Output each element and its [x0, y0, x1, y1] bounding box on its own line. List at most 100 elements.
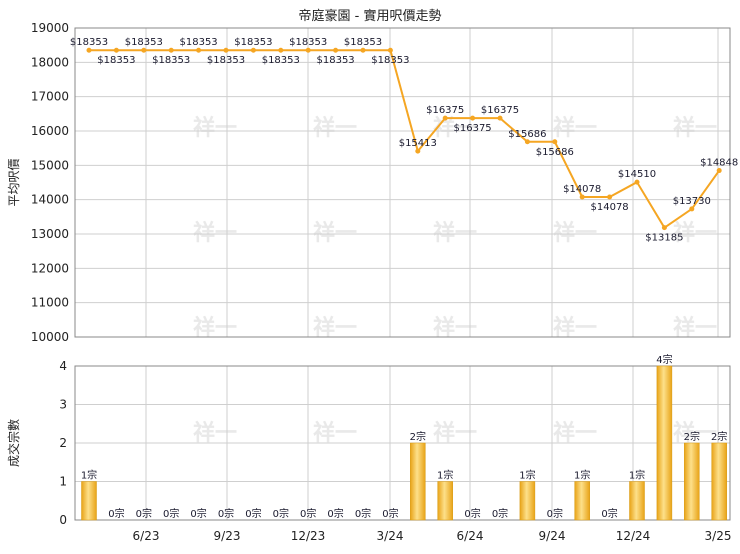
- volume-data-label: 1宗: [519, 469, 535, 482]
- price-panel-frame: [74, 27, 731, 338]
- watermark: 祥一: [313, 220, 357, 246]
- price-data-label: $13185: [645, 233, 683, 244]
- volume-data-label: 0宗: [300, 507, 316, 520]
- volume-data-label: 0宗: [355, 507, 371, 520]
- volume-data-label: 0宗: [163, 507, 179, 520]
- volume-data-label: 0宗: [136, 507, 152, 520]
- price-point: [168, 47, 174, 53]
- price-data-label: $18353: [97, 55, 135, 66]
- price-point: [86, 47, 92, 53]
- volume-data-label: 0宗: [108, 507, 124, 520]
- volume-data-label: 2宗: [684, 430, 700, 443]
- price-data-label: $14078: [563, 184, 601, 195]
- price-data-label: $18353: [234, 37, 272, 48]
- volume-data-label: 0宗: [382, 507, 398, 520]
- y-tick-label: 11000: [31, 296, 69, 310]
- y-tick-label: 3: [59, 398, 67, 412]
- volume-data-label: 0宗: [218, 507, 234, 520]
- volume-bar: [519, 481, 536, 521]
- price-point: [497, 115, 503, 121]
- y-axis-title-volume: 成交宗數: [6, 419, 21, 467]
- volume-data-label: 1宗: [437, 469, 453, 482]
- y-tick-label: 17000: [31, 90, 69, 104]
- x-tick-label: 12/23: [291, 529, 326, 543]
- volume-data-label: 0宗: [245, 507, 261, 520]
- price-point: [305, 47, 311, 53]
- price-point: [442, 115, 448, 121]
- price-data-label: $16375: [481, 105, 519, 116]
- price-data-label: $18353: [344, 37, 382, 48]
- volume-bar: [410, 442, 426, 521]
- watermark: 祥一: [193, 220, 237, 246]
- x-tick-label: 3/24: [377, 529, 404, 543]
- price-point: [141, 47, 147, 53]
- price-point: [552, 139, 558, 145]
- price-point: [333, 47, 339, 53]
- volume-data-label: 4宗: [656, 353, 672, 366]
- y-tick-label: 12000: [31, 261, 69, 275]
- price-point: [607, 194, 613, 200]
- price-data-label: $18353: [207, 55, 245, 66]
- y-tick-label: 14000: [31, 193, 69, 207]
- price-data-label: $15413: [399, 138, 437, 149]
- price-line: [89, 49, 721, 230]
- price-data-label: $15686: [536, 147, 574, 158]
- watermark: 祥一: [553, 220, 597, 246]
- price-point: [223, 47, 229, 53]
- watermark: 祥一: [313, 115, 357, 141]
- volume-data-label: 1宗: [629, 469, 645, 482]
- y-tick-label: 1: [59, 475, 67, 489]
- volume-bar: [437, 481, 453, 521]
- price-point: [524, 139, 530, 145]
- price-point: [196, 47, 202, 53]
- y-tick-label: 0: [59, 513, 67, 527]
- volume-panel-frame: [74, 365, 731, 521]
- price-point: [387, 47, 393, 53]
- y-tick-label: 18000: [31, 55, 69, 69]
- price-data-label: $18353: [70, 37, 108, 48]
- volume-data-label: 1宗: [574, 469, 590, 482]
- volume-data-label: 0宗: [464, 507, 480, 520]
- watermark: 祥一: [553, 115, 597, 141]
- price-data-label: $15686: [508, 129, 546, 140]
- volume-data-label: 2宗: [711, 430, 727, 443]
- watermark: 祥一: [673, 220, 717, 246]
- price-data-label: $18353: [125, 37, 163, 48]
- x-tick-label: 9/23: [214, 529, 241, 543]
- price-data-label: $18353: [289, 37, 327, 48]
- watermark: 祥一: [193, 420, 237, 446]
- volume-data-label: 0宗: [547, 507, 563, 520]
- price-data-label: $14848: [700, 158, 738, 169]
- y-tick-label: 4: [59, 359, 67, 373]
- price-data-label: $18353: [371, 55, 409, 66]
- watermark: 祥一: [313, 420, 357, 446]
- volume-data-label: 0宗: [190, 507, 206, 520]
- volume-data-label: 0宗: [327, 507, 343, 520]
- y-tick-label: 19000: [31, 21, 69, 35]
- y-tick-label: 13000: [31, 227, 69, 241]
- y-axis-title-price: 平均呎價: [7, 158, 21, 206]
- price-point: [415, 148, 421, 154]
- price-data-label: $18353: [317, 55, 355, 66]
- volume-bar: [81, 481, 97, 521]
- volume-data-label: 0宗: [492, 507, 508, 520]
- volume-data-label: 2宗: [410, 430, 426, 443]
- watermark: 祥一: [193, 115, 237, 141]
- price-data-label: $14510: [618, 169, 656, 180]
- price-point: [634, 179, 640, 185]
- y-tick-label: 2: [59, 436, 67, 450]
- price-point: [278, 47, 284, 53]
- watermark: 祥一: [673, 115, 717, 141]
- price-data-label: $14078: [591, 202, 629, 213]
- x-tick-label: 12/24: [616, 529, 651, 543]
- price-data-label: $16375: [454, 123, 492, 134]
- x-tick-label: 3/25: [705, 529, 732, 543]
- price-point: [470, 115, 476, 121]
- x-tick-label: 6/24: [457, 529, 484, 543]
- price-data-label: $18353: [152, 55, 190, 66]
- volume-bar: [656, 365, 673, 521]
- volume-data-label: 0宗: [273, 507, 289, 520]
- price-data-label: $13730: [673, 196, 711, 207]
- volume-bar: [684, 442, 700, 521]
- price-point: [113, 47, 119, 53]
